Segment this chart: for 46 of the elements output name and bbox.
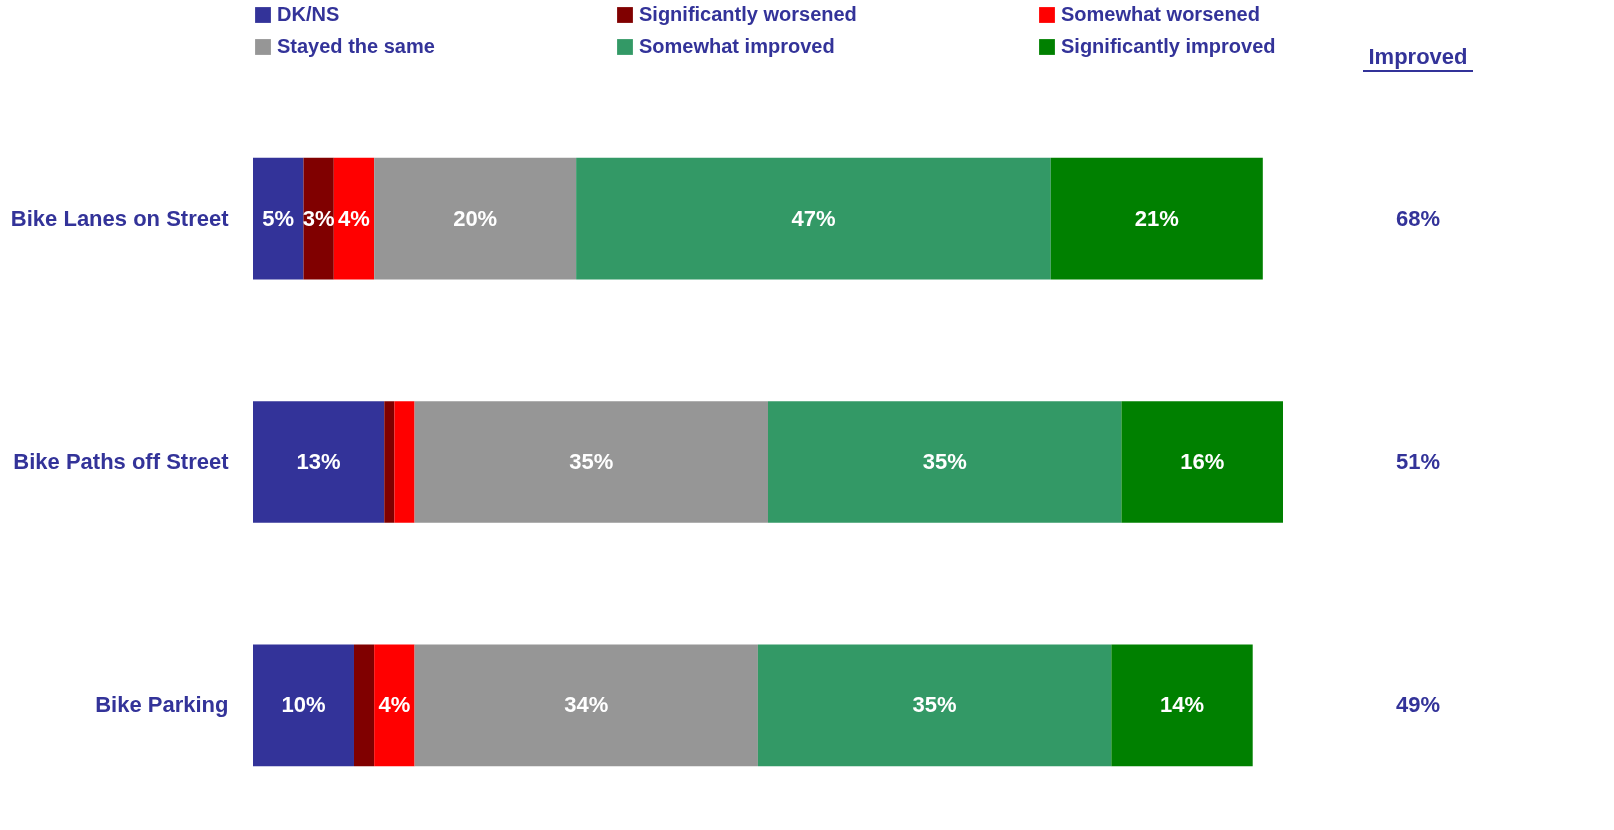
y-tick-label: Bike Paths off Street xyxy=(13,449,230,474)
data-label: 3% xyxy=(302,205,335,231)
data-label: 4% xyxy=(378,692,411,718)
data-label: 4% xyxy=(338,205,370,231)
bar xyxy=(374,157,577,280)
bar xyxy=(353,644,375,767)
bar xyxy=(768,401,1122,523)
data-label: 34% xyxy=(564,692,609,718)
bar xyxy=(253,157,304,280)
text: 51% xyxy=(1395,449,1441,474)
data-label: 35% xyxy=(912,692,957,718)
bar xyxy=(1050,157,1263,280)
bar xyxy=(1121,401,1283,523)
text: 68% xyxy=(1395,205,1441,231)
data-label: 35% xyxy=(569,449,614,474)
bar xyxy=(374,644,415,767)
y-tick-label: Bike Parking xyxy=(95,692,229,718)
legend-label: DK/NS xyxy=(277,3,340,25)
bar xyxy=(384,401,395,523)
data-label: 47% xyxy=(791,205,836,231)
data-label: 13% xyxy=(296,449,341,474)
data-label: 14% xyxy=(1160,692,1205,718)
data-label: 35% xyxy=(922,449,967,474)
bar xyxy=(303,157,334,280)
data-label: 10% xyxy=(281,692,326,718)
legend-label: Somewhat improved xyxy=(639,35,835,57)
bar xyxy=(1111,644,1253,767)
bar xyxy=(757,644,1112,767)
data-label: 16% xyxy=(1180,449,1225,474)
text: Improved xyxy=(1368,44,1468,69)
bar xyxy=(253,401,385,523)
legend-label: Significantly improved xyxy=(1061,35,1276,57)
legend-label: Stayed the same xyxy=(277,35,435,57)
data-label: 20% xyxy=(453,205,498,231)
bar xyxy=(414,644,758,767)
legend-label: Significantly worsened xyxy=(639,3,857,25)
y-tick-label: Bike Lanes on Street xyxy=(10,205,230,231)
bar xyxy=(333,157,375,280)
data-label: 5% xyxy=(262,205,295,231)
legend-label: Somewhat worsened xyxy=(1061,3,1260,25)
bar xyxy=(576,157,1051,280)
bar xyxy=(394,401,415,523)
data-label: 21% xyxy=(1134,205,1179,231)
text: 49% xyxy=(1395,692,1441,718)
bar xyxy=(253,644,354,767)
bar xyxy=(414,401,768,523)
